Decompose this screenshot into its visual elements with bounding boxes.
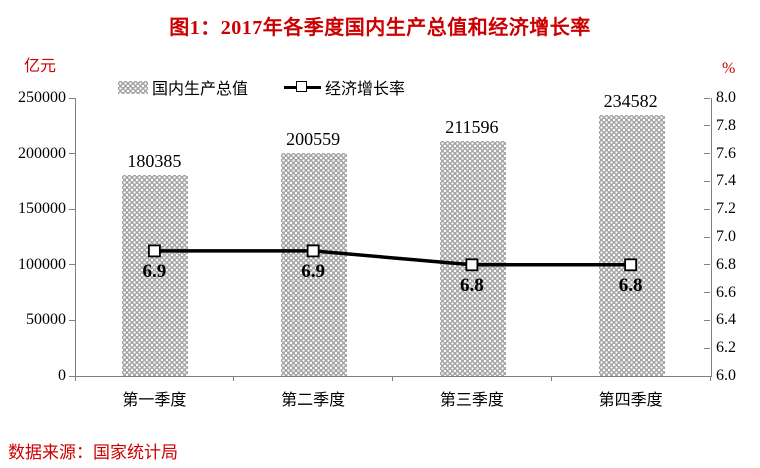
left-axis-tick-label: 0: [58, 367, 66, 384]
x-axis-tick: [392, 376, 393, 381]
right-axis-tick-label: 7.0: [716, 228, 736, 245]
data-source-note: 数据来源：国家统计局: [8, 443, 178, 462]
growth-point-marker: [465, 258, 479, 272]
left-axis-tick: [69, 153, 75, 155]
right-axis-unit-label: %: [722, 60, 736, 77]
left-axis-tick: [69, 264, 75, 266]
legend-item-gdp: 国内生产总值: [118, 75, 248, 99]
plot-area: [75, 98, 712, 377]
left-axis-unit-label: 亿元: [24, 58, 57, 75]
legend: 国内生产总值 经济增长率: [118, 75, 405, 99]
left-axis-tick: [69, 208, 75, 210]
legend-label-growth: 经济增长率: [325, 81, 406, 98]
growth-line: [147, 244, 638, 272]
right-axis-tick: [704, 153, 710, 155]
right-axis-tick: [704, 125, 710, 127]
right-axis-tick-label: 6.8: [716, 255, 736, 273]
gdp-bar: [439, 140, 506, 376]
right-axis-tick: [704, 347, 710, 349]
growth-line-swatch-icon: [284, 81, 322, 93]
left-axis-tick: [69, 319, 75, 321]
growth-value-label: 6.8: [460, 274, 484, 296]
x-axis-tick: [233, 376, 235, 381]
x-axis-category-label: 第一季度: [122, 392, 187, 409]
x-axis-category-label: 第二季度: [281, 392, 346, 409]
growth-point-marker: [147, 244, 161, 258]
x-axis-tick: [74, 376, 76, 381]
growth-value-label: 6.9: [142, 260, 167, 282]
right-axis-tick: [704, 236, 710, 238]
x-axis-tick: [709, 376, 711, 381]
right-axis-tick: [704, 319, 710, 321]
right-axis-tick: [704, 97, 710, 99]
right-axis-tick-label: 6.2: [716, 339, 736, 357]
gdp-bar-swatch-icon: [118, 80, 148, 94]
left-axis-tick: [69, 375, 75, 377]
left-axis-tick-label: 150000: [18, 200, 66, 218]
x-axis-tick: [550, 376, 552, 381]
gdp-bar: [122, 175, 189, 376]
right-axis-tick-label: 6.0: [716, 367, 736, 384]
growth-value-label: 6.8: [618, 274, 643, 296]
right-axis-tick-label: 6.4: [716, 311, 736, 329]
right-axis-tick: [704, 264, 710, 266]
x-axis-category-label: 第三季度: [439, 392, 504, 409]
growth-point-marker: [624, 258, 638, 272]
right-axis-tick: [704, 208, 710, 210]
right-axis-tick-label: 6.6: [716, 283, 736, 301]
growth-point-marker: [306, 244, 320, 258]
left-axis-tick-label: 100000: [18, 255, 66, 273]
right-axis-tick-label: 7.6: [716, 144, 736, 162]
x-axis-category-label: 第四季度: [598, 392, 663, 409]
gdp-value-label: 234582: [603, 91, 658, 112]
gdp-value-label: 180385: [127, 151, 182, 172]
left-axis-tick: [69, 97, 75, 99]
gdp-value-label: 200559: [286, 128, 341, 149]
left-axis-tick-label: 250000: [18, 89, 66, 106]
gdp-bar: [598, 115, 665, 376]
legend-label-gdp: 国内生产总值: [152, 81, 249, 98]
gdp-value-label: 211596: [445, 116, 499, 137]
growth-value-label: 6.9: [301, 260, 325, 282]
right-axis-tick-label: 8.0: [716, 89, 736, 106]
left-axis-tick-label: 200000: [18, 144, 66, 162]
right-axis-tick: [704, 375, 710, 377]
left-axis-tick-label: 50000: [26, 311, 66, 329]
gdp-bar: [281, 152, 348, 376]
right-axis-tick: [704, 180, 710, 182]
right-axis-tick: [704, 292, 710, 294]
right-axis-tick-label: 7.4: [716, 172, 736, 190]
chart-title: 图1：2017年各季度国内生产总值和经济增长率: [169, 17, 591, 39]
right-axis-tick-label: 7.2: [716, 200, 736, 218]
right-axis-tick-label: 7.8: [716, 116, 736, 134]
legend-item-growth: 经济增长率: [284, 75, 405, 99]
